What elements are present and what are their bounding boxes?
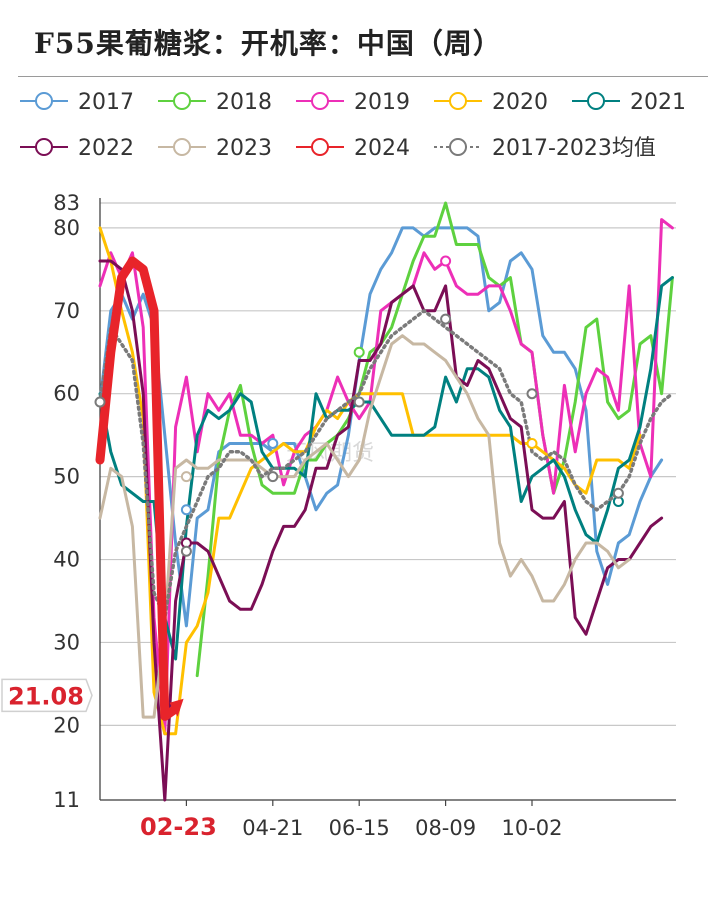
- x-tick-label: 10-02: [501, 816, 562, 840]
- series-marker: [612, 487, 624, 499]
- series-line-2021: [98, 276, 674, 661]
- legend-marker: [311, 92, 329, 110]
- legend-label: 2021: [630, 90, 686, 115]
- y-tick-label: 20: [53, 713, 80, 737]
- series-line-2023: [98, 334, 631, 719]
- y-tick-label: 50: [53, 465, 80, 489]
- x-tick-label: 02-23: [140, 813, 217, 841]
- series-marker: [526, 437, 538, 449]
- series-marker: [267, 471, 279, 483]
- legend-marker: [587, 92, 605, 110]
- legend-marker: [173, 138, 191, 156]
- x-tick-label: 08-09: [415, 816, 476, 840]
- series-marker: [94, 396, 106, 408]
- legend-label: 2018: [216, 90, 272, 115]
- y-tick-label: 83: [53, 191, 80, 215]
- series-marker: [440, 255, 452, 267]
- series-line-2017: [98, 226, 664, 628]
- legend-label: 2024: [354, 136, 410, 161]
- y-tick-label: 60: [53, 382, 80, 406]
- legend-label: 2023: [216, 136, 272, 161]
- legend-marker: [35, 92, 53, 110]
- last-value-label: 21.08: [8, 682, 84, 710]
- series-line-2017-2023均值: [98, 309, 675, 620]
- last-value-callout: [1, 678, 93, 713]
- series-marker: [353, 396, 365, 408]
- y-tick-label: 80: [53, 216, 80, 240]
- y-tick-label: 30: [53, 630, 80, 654]
- legend-marker: [449, 92, 467, 110]
- x-tick-label: 04-21: [242, 816, 303, 840]
- x-tick-label: 06-15: [329, 816, 390, 840]
- series-marker: [440, 313, 452, 325]
- legend-marker: [449, 138, 467, 156]
- title-divider: [18, 76, 708, 77]
- series-marker: [267, 437, 279, 449]
- y-tick-label: 11: [53, 788, 80, 812]
- y-tick-label: 70: [53, 299, 80, 323]
- y-tick-label: 40: [53, 548, 80, 572]
- series-marker: [180, 545, 192, 557]
- series-line-2024: [95, 256, 181, 721]
- series-line-2022: [98, 259, 664, 802]
- series-marker: [526, 388, 538, 400]
- legend-label: 2020: [492, 90, 548, 115]
- series-line-2020: [98, 226, 642, 736]
- series-marker: [353, 346, 365, 358]
- chart-title: F55果葡糖浆：开机率：中国（周）: [34, 27, 502, 60]
- legend-marker: [311, 138, 329, 156]
- series-marker: [180, 504, 192, 516]
- legend-marker: [35, 138, 53, 156]
- series-2024-arrowhead: [169, 698, 184, 717]
- series-line-2018: [195, 201, 674, 678]
- legend-label: 2017: [78, 90, 134, 115]
- series-marker: [180, 471, 192, 483]
- legend-marker: [173, 92, 191, 110]
- legend-label: 2019: [354, 90, 410, 115]
- legend-label: 2017-2023均值: [492, 136, 656, 161]
- legend-label: 2022: [78, 136, 134, 161]
